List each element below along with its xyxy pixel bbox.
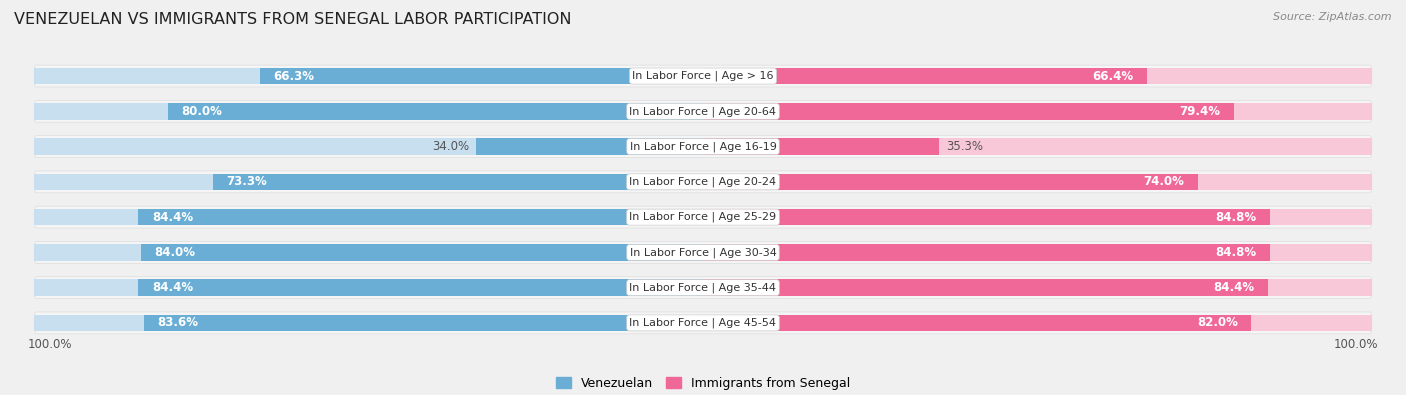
Bar bbox=[34, 174, 703, 190]
Text: VENEZUELAN VS IMMIGRANTS FROM SENEGAL LABOR PARTICIPATION: VENEZUELAN VS IMMIGRANTS FROM SENEGAL LA… bbox=[14, 12, 572, 27]
Text: 34.0%: 34.0% bbox=[432, 140, 468, 153]
Bar bbox=[34, 103, 703, 120]
Bar bbox=[138, 279, 703, 296]
FancyBboxPatch shape bbox=[34, 100, 1372, 122]
FancyBboxPatch shape bbox=[34, 206, 1372, 228]
Text: 73.3%: 73.3% bbox=[226, 175, 267, 188]
FancyBboxPatch shape bbox=[34, 241, 1372, 263]
Bar bbox=[34, 138, 703, 155]
Bar bbox=[703, 138, 939, 155]
Bar bbox=[703, 209, 1270, 225]
Text: 82.0%: 82.0% bbox=[1198, 316, 1239, 329]
Text: 84.4%: 84.4% bbox=[152, 211, 193, 224]
Text: In Labor Force | Age 20-64: In Labor Force | Age 20-64 bbox=[630, 106, 776, 117]
FancyBboxPatch shape bbox=[34, 312, 1372, 334]
Bar bbox=[703, 209, 1372, 225]
Bar bbox=[475, 138, 703, 155]
Bar bbox=[703, 315, 1372, 331]
Text: In Labor Force | Age 35-44: In Labor Force | Age 35-44 bbox=[630, 282, 776, 293]
Text: 66.4%: 66.4% bbox=[1092, 70, 1133, 83]
Bar bbox=[703, 244, 1270, 261]
Text: 83.6%: 83.6% bbox=[157, 316, 198, 329]
Bar bbox=[703, 174, 1372, 190]
Text: 84.8%: 84.8% bbox=[1216, 211, 1257, 224]
Text: 100.0%: 100.0% bbox=[1334, 338, 1378, 351]
Bar bbox=[703, 103, 1372, 120]
Bar bbox=[703, 279, 1268, 296]
Text: 80.0%: 80.0% bbox=[181, 105, 222, 118]
Bar bbox=[143, 315, 703, 331]
Text: 35.3%: 35.3% bbox=[946, 140, 983, 153]
Bar bbox=[138, 209, 703, 225]
Text: Source: ZipAtlas.com: Source: ZipAtlas.com bbox=[1274, 12, 1392, 22]
Bar bbox=[703, 68, 1372, 84]
Bar bbox=[703, 103, 1234, 120]
Bar bbox=[34, 209, 703, 225]
Bar bbox=[703, 279, 1372, 296]
Bar bbox=[34, 315, 703, 331]
Text: In Labor Force | Age 25-29: In Labor Force | Age 25-29 bbox=[630, 212, 776, 222]
Bar bbox=[34, 244, 703, 261]
Text: 74.0%: 74.0% bbox=[1143, 175, 1185, 188]
Bar bbox=[167, 103, 703, 120]
Bar bbox=[34, 279, 703, 296]
Text: In Labor Force | Age 45-54: In Labor Force | Age 45-54 bbox=[630, 318, 776, 328]
Bar bbox=[703, 68, 1147, 84]
FancyBboxPatch shape bbox=[34, 65, 1372, 87]
FancyBboxPatch shape bbox=[34, 171, 1372, 193]
Bar bbox=[34, 68, 703, 84]
Legend: Venezuelan, Immigrants from Senegal: Venezuelan, Immigrants from Senegal bbox=[551, 372, 855, 395]
Text: 84.4%: 84.4% bbox=[1213, 281, 1254, 294]
Bar bbox=[703, 244, 1372, 261]
FancyBboxPatch shape bbox=[34, 135, 1372, 158]
Bar bbox=[703, 174, 1198, 190]
Bar bbox=[260, 68, 703, 84]
Text: 84.0%: 84.0% bbox=[155, 246, 195, 259]
Text: In Labor Force | Age 16-19: In Labor Force | Age 16-19 bbox=[630, 141, 776, 152]
Bar bbox=[141, 244, 703, 261]
Bar bbox=[703, 138, 1372, 155]
FancyBboxPatch shape bbox=[34, 277, 1372, 299]
Text: In Labor Force | Age > 16: In Labor Force | Age > 16 bbox=[633, 71, 773, 81]
Text: 66.3%: 66.3% bbox=[273, 70, 314, 83]
Bar bbox=[703, 315, 1251, 331]
Text: 84.8%: 84.8% bbox=[1216, 246, 1257, 259]
Bar bbox=[212, 174, 703, 190]
Text: 79.4%: 79.4% bbox=[1180, 105, 1220, 118]
Text: In Labor Force | Age 20-24: In Labor Force | Age 20-24 bbox=[630, 177, 776, 187]
Text: 84.4%: 84.4% bbox=[152, 281, 193, 294]
Text: In Labor Force | Age 30-34: In Labor Force | Age 30-34 bbox=[630, 247, 776, 258]
Text: 100.0%: 100.0% bbox=[28, 338, 72, 351]
